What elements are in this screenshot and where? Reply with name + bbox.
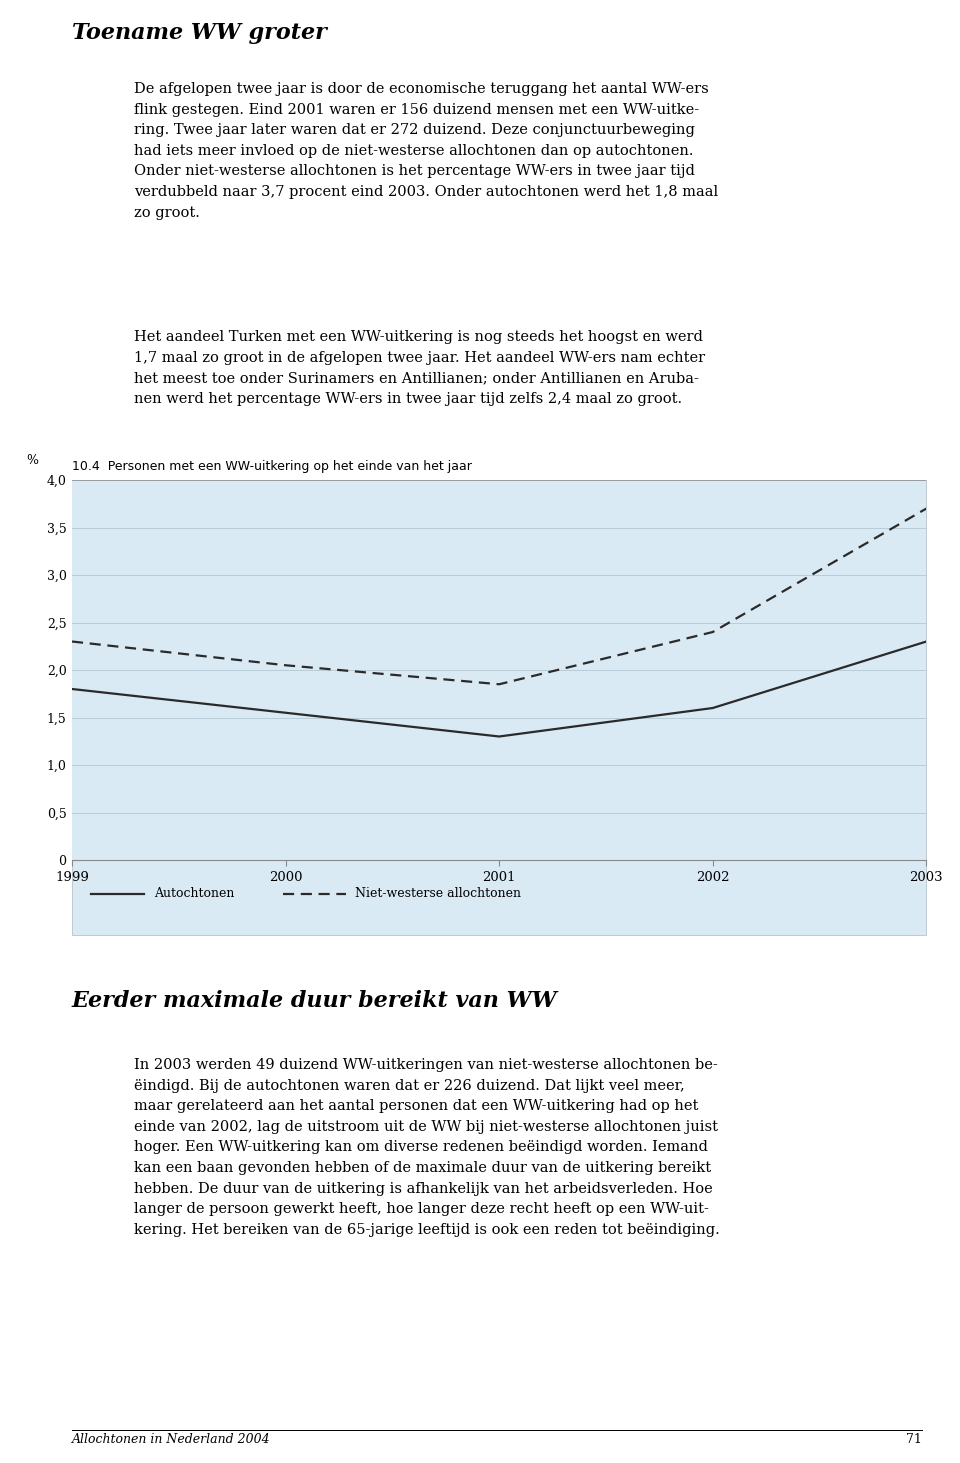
Text: Niet-westerse allochtonen: Niet-westerse allochtonen — [355, 887, 521, 900]
Text: Het aandeel Turken met een WW-uitkering is nog steeds het hoogst en werd
1,7 maa: Het aandeel Turken met een WW-uitkering … — [134, 331, 706, 405]
Text: 71: 71 — [905, 1432, 922, 1445]
Text: 10.4  Personen met een WW-uitkering op het einde van het jaar: 10.4 Personen met een WW-uitkering op he… — [72, 459, 472, 473]
Text: Toename WW groter: Toename WW groter — [72, 22, 326, 44]
Text: %: % — [26, 454, 37, 467]
Text: Allochtonen in Nederland 2004: Allochtonen in Nederland 2004 — [72, 1432, 271, 1445]
Text: In 2003 werden 49 duizend WW-uitkeringen van niet-westerse allochtonen be-
ëindi: In 2003 werden 49 duizend WW-uitkeringen… — [134, 1058, 720, 1236]
Text: De afgelopen twee jaar is door de economische teruggang het aantal WW-ers
flink : De afgelopen twee jaar is door de econom… — [134, 82, 718, 219]
Text: Eerder maximale duur bereikt van WW: Eerder maximale duur bereikt van WW — [72, 990, 558, 1012]
Text: Autochtonen: Autochtonen — [154, 887, 234, 900]
